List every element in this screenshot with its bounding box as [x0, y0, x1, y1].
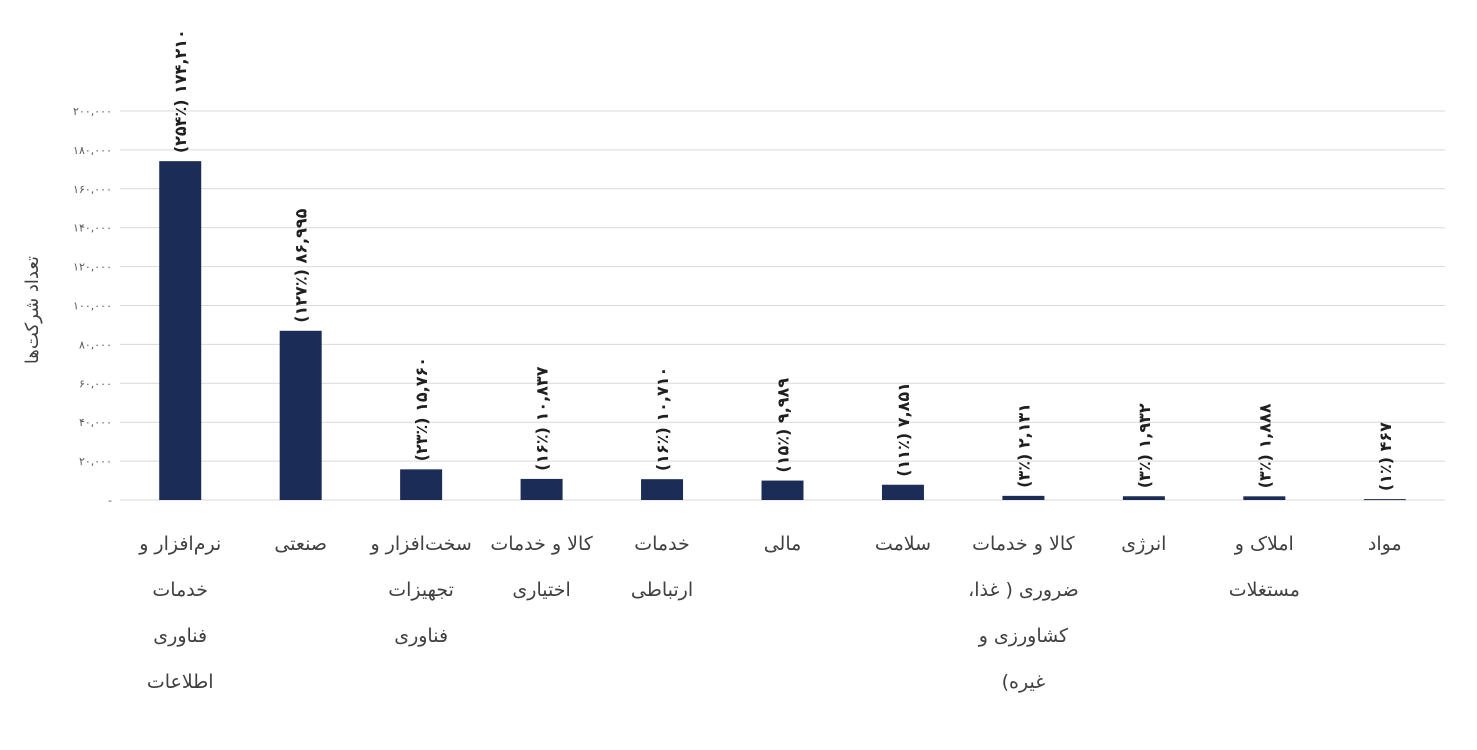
category-label-line: خدمات: [152, 579, 208, 601]
bar: [761, 480, 804, 500]
data-label: ۹,۹۸۹ (۱۵٪): [774, 378, 793, 473]
data-label: ۱۵,۷۶۰ (۲۳٪): [412, 357, 431, 461]
bar: [881, 484, 924, 500]
x-category-label: انرژی: [1079, 521, 1209, 567]
data-label: ۱۰,۸۳۷ (۱۶٪): [533, 366, 552, 471]
category-label-line: سخت‌افزار و: [370, 533, 472, 555]
y-axis-label: تعداد شرکت‌ها: [22, 256, 43, 364]
category-label-line: کشاورزی و: [978, 625, 1069, 647]
x-category-label: صنعتی: [236, 521, 366, 567]
category-label-line: نرم‌افزار و: [139, 533, 222, 555]
category-label-line: خدمات: [634, 533, 690, 555]
category-label-line: مالی: [763, 533, 802, 555]
bars: [159, 161, 1406, 501]
x-category-label: مالی: [718, 521, 848, 567]
y-tick-label: ۱۲۰,۰۰۰: [73, 261, 112, 274]
y-tick-label: ۸۰,۰۰۰: [79, 338, 112, 351]
y-tick-label: ۱۶۰,۰۰۰: [73, 183, 112, 196]
gridlines: [120, 110, 1445, 501]
bar: [641, 479, 684, 500]
x-category-label: نرم‌افزار و خدمات فناوری اطلاعات: [115, 521, 245, 705]
category-label-line: انرژی: [1121, 533, 1167, 555]
x-category-label: سخت‌افزار و تجهیزات فناوری: [356, 521, 486, 659]
y-axis-ticks: - ۲۰,۰۰۰ ۴۰,۰۰۰ ۶۰,۰۰۰ ۸۰,۰۰۰ ۱۰۰,۰۰۰ ۱۲۰,۰۰۰ ۱…: [73, 105, 112, 507]
y-tick-label: ۱۴۰,۰۰۰: [73, 222, 112, 235]
data-label: ۱,۹۳۲ (۳٪): [1135, 403, 1154, 488]
bar: [279, 330, 322, 500]
x-category-label: خدمات ارتباطی: [597, 521, 727, 613]
bar: [1363, 499, 1406, 501]
bar: [1002, 495, 1045, 500]
category-label-line: فناوری: [153, 625, 208, 647]
bar: [1243, 496, 1286, 500]
category-label-line: سلامت: [874, 533, 931, 555]
y-tick-label: ۱۰۰,۰۰۰: [73, 300, 112, 313]
category-label-line: تجهیزات: [388, 579, 454, 601]
data-label: ۲,۱۳۱ (۳٪): [1014, 403, 1033, 488]
y-tick-label: ۶۰,۰۰۰: [79, 377, 112, 390]
data-label: ۱۷۴,۲۱۰ (۲۵۴٪): [171, 29, 190, 153]
data-label: ۱,۸۸۸ (۳٪): [1255, 403, 1274, 488]
data-label: ۷,۸۵۱ (۱۱٪): [894, 382, 913, 477]
bar: [400, 469, 443, 500]
category-label-line: اطلاعات: [146, 671, 214, 693]
y-tick-label: ۴۰,۰۰۰: [79, 416, 112, 429]
category-label-line: صنعتی: [274, 533, 327, 555]
x-category-label: سلامت: [838, 521, 968, 567]
y-tick-label: ۲۰,۰۰۰: [79, 455, 112, 468]
y-tick-label: ۱۸۰,۰۰۰: [73, 144, 112, 157]
category-label-line: املاک و: [1234, 533, 1294, 555]
category-label-line: مواد: [1367, 533, 1402, 555]
category-label-line: غیره): [1001, 671, 1046, 693]
data-label: ۴۶۷ (۱٪): [1376, 422, 1395, 491]
bar: [520, 478, 563, 500]
category-label-line: ضروری ( غذا،: [968, 579, 1079, 601]
x-category-label: املاک و مستغلات: [1199, 521, 1329, 613]
data-label: ۱۰,۷۱۰ (۱۶٪): [653, 367, 672, 471]
category-label-line: مستغلات: [1228, 579, 1300, 601]
y-tick-label: -: [108, 494, 112, 507]
x-category-label: کالا و خدمات اختیاری: [477, 521, 607, 613]
category-label-line: ارتباطی: [630, 579, 694, 601]
category-label-line: فناوری: [394, 625, 449, 647]
category-label-line: کالا و خدمات: [972, 533, 1075, 555]
x-category-label: مواد: [1320, 521, 1450, 567]
data-labels: ۱۷۴,۲۱۰ (۲۵۴٪) ۸۶,۹۹۵ (۱۲۷٪) ۱۵,۷۶۰ (۲۳٪) ۱…: [171, 29, 1395, 491]
x-category-label: کالا و خدمات ضروری ( غذا، کشاورزی و غیره): [958, 521, 1088, 705]
data-label: ۸۶,۹۹۵ (۱۲۷٪): [292, 208, 311, 322]
y-tick-label: ۲۰۰,۰۰۰: [73, 105, 112, 118]
category-label-line: کالا و خدمات: [490, 533, 593, 555]
bar: [1122, 496, 1165, 500]
category-label-line: اختیاری: [512, 579, 571, 601]
bar: [159, 161, 202, 500]
